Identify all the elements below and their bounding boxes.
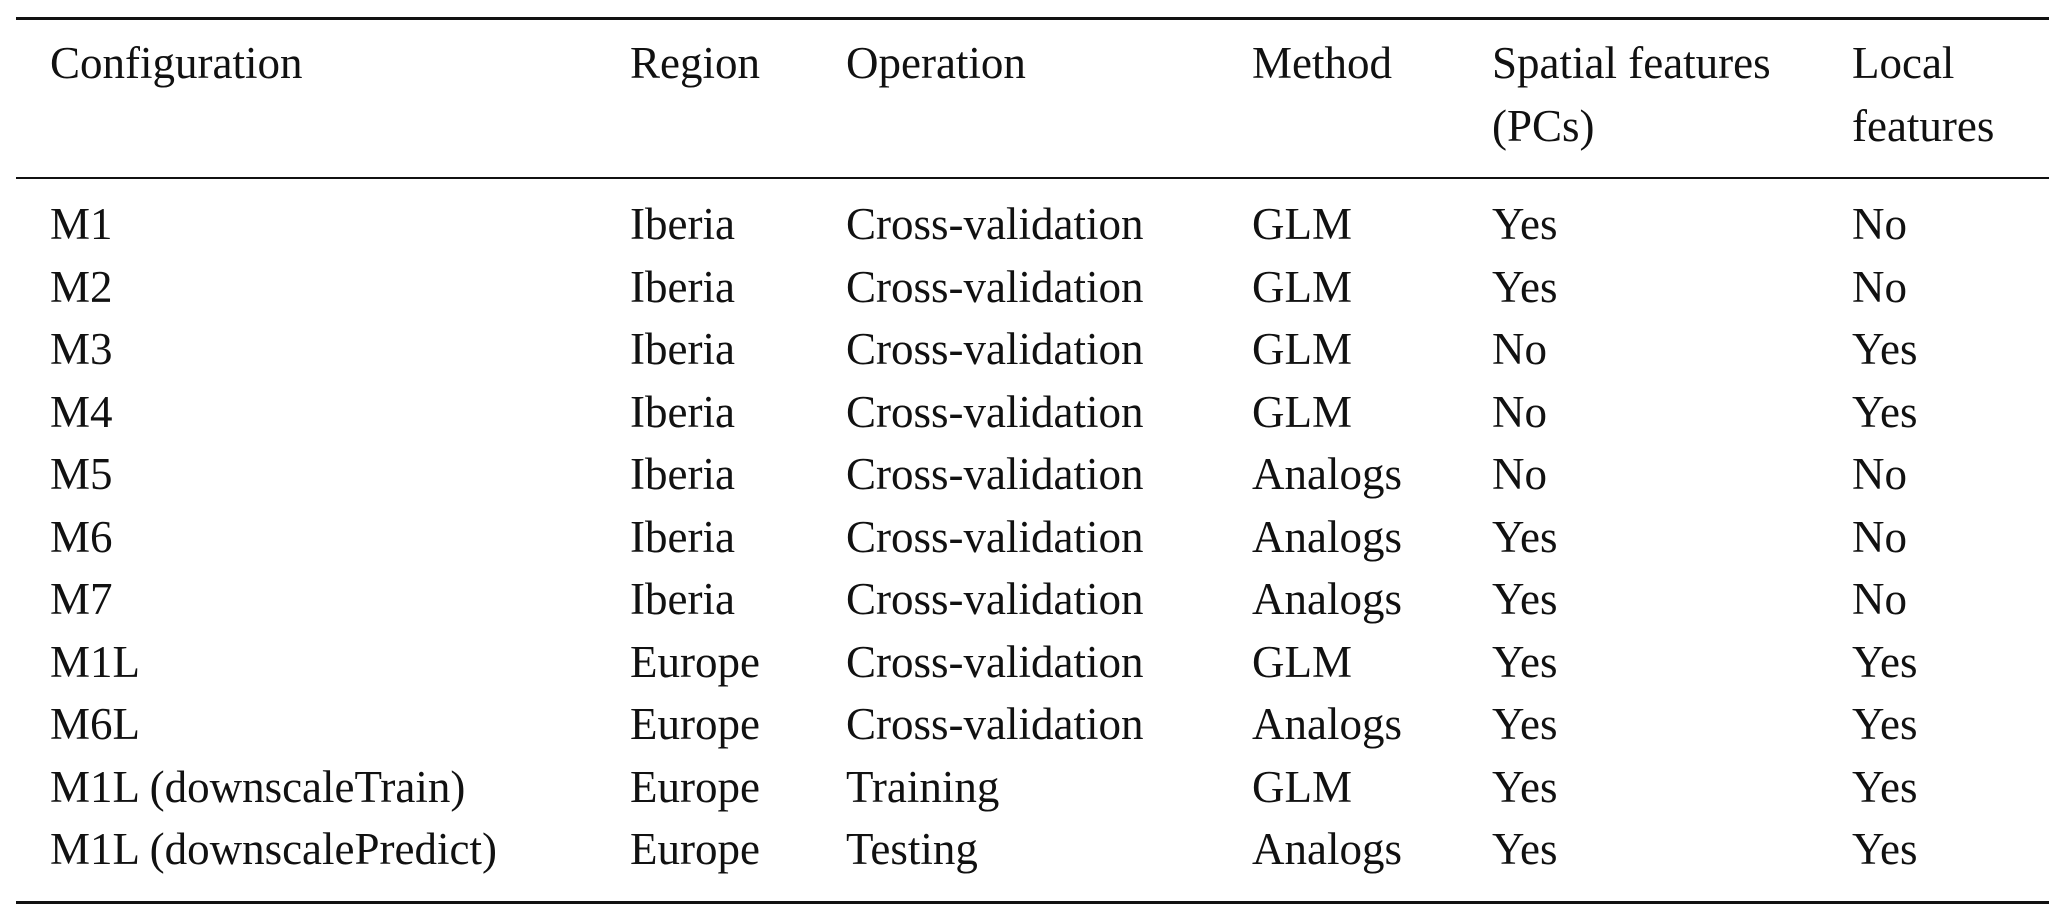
cell: Iberia <box>630 261 735 312</box>
cell: Yes <box>1852 324 1918 374</box>
cell: M1 <box>50 199 113 249</box>
cell: Cross-validation <box>846 574 1144 624</box>
cell: No <box>1852 261 1907 312</box>
cell: Yes <box>1492 761 1558 812</box>
cell: GLM <box>1252 761 1352 812</box>
cell: Yes <box>1492 199 1558 249</box>
cell: Cross-validation <box>846 699 1144 749</box>
cell: GLM <box>1252 324 1352 374</box>
cell: M6 <box>50 511 113 562</box>
cell: Iberia <box>630 199 735 249</box>
cell: Europe <box>630 636 760 687</box>
cell: Yes <box>1492 699 1558 749</box>
cell: Cross-validation <box>846 636 1144 687</box>
cell: M2 <box>50 261 113 312</box>
cell: M3 <box>50 324 113 374</box>
cell: Yes <box>1492 574 1558 624</box>
top-rule <box>16 17 2049 20</box>
cell: Europe <box>630 824 760 874</box>
cell: M5 <box>50 449 113 499</box>
cell: Yes <box>1852 699 1918 749</box>
cell: Yes <box>1492 636 1558 687</box>
cell: Yes <box>1852 761 1918 812</box>
cell: Analogs <box>1252 511 1402 562</box>
column-header: Local features <box>1852 38 1995 151</box>
cell: No <box>1492 386 1547 437</box>
cell: Cross-validation <box>846 449 1144 499</box>
cell: Analogs <box>1252 699 1402 749</box>
column-header: Spatial features (PCs) <box>1492 38 1771 151</box>
cell: Analogs <box>1252 449 1402 499</box>
cell: Iberia <box>630 324 735 374</box>
cell: GLM <box>1252 636 1352 687</box>
column-header: Configuration <box>50 38 303 88</box>
cell: M4 <box>50 386 113 437</box>
column-header: Region <box>630 38 760 88</box>
header-rule <box>16 177 2049 179</box>
cell: No <box>1492 324 1547 374</box>
column-header: Operation <box>846 38 1026 88</box>
cell: Yes <box>1852 824 1918 874</box>
cell: GLM <box>1252 386 1352 437</box>
cell: Yes <box>1492 261 1558 312</box>
cell: Analogs <box>1252 574 1402 624</box>
cell: No <box>1852 199 1907 249</box>
bottom-rule <box>16 901 2049 904</box>
cell: Europe <box>630 761 760 812</box>
cell: M1L <box>50 636 140 687</box>
cell: Cross-validation <box>846 324 1144 374</box>
cell: GLM <box>1252 199 1352 249</box>
cell: M6L <box>50 699 140 749</box>
cell: M7 <box>50 574 113 624</box>
cell: GLM <box>1252 261 1352 312</box>
cell: Iberia <box>630 386 735 437</box>
cell: Cross-validation <box>846 386 1144 437</box>
cell: Yes <box>1852 636 1918 687</box>
cell: Cross-validation <box>846 199 1144 249</box>
cell: No <box>1852 449 1907 499</box>
cell: Iberia <box>630 449 735 499</box>
cell: Iberia <box>630 511 735 562</box>
cell: Yes <box>1492 511 1558 562</box>
column-header: Method <box>1252 38 1392 88</box>
cell: Yes <box>1492 824 1558 874</box>
cell: No <box>1492 449 1547 499</box>
cell: Training <box>846 761 1000 812</box>
cell: Yes <box>1852 386 1918 437</box>
cell: M1L (downscaleTrain) <box>50 761 466 812</box>
cell: M1L (downscalePredict) <box>50 824 497 874</box>
cell: Analogs <box>1252 824 1402 874</box>
cell: No <box>1852 574 1907 624</box>
cell: Cross-validation <box>846 511 1144 562</box>
cell: Cross-validation <box>846 261 1144 312</box>
cell: Europe <box>630 699 760 749</box>
cell: No <box>1852 511 1907 562</box>
cell: Iberia <box>630 574 735 624</box>
cell: Testing <box>846 824 978 874</box>
